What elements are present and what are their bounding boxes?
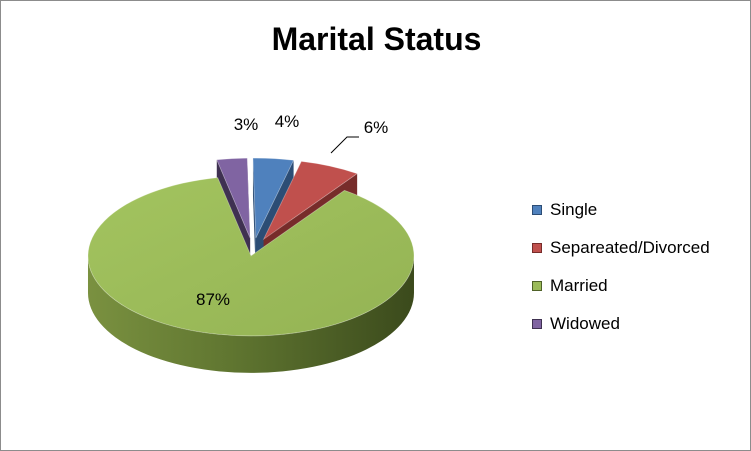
legend-item-single: Single bbox=[532, 191, 710, 229]
chart-legend: Single Separeated/Divorced Married Widow… bbox=[532, 191, 710, 343]
legend-label-single: Single bbox=[550, 200, 598, 219]
pie-slice-married bbox=[87, 177, 415, 373]
chart-title: Marital Status bbox=[271, 21, 482, 57]
pie-top-widowed bbox=[216, 157, 251, 239]
pie-top-married bbox=[87, 177, 415, 337]
legend-swatch-widowed bbox=[532, 319, 542, 329]
data-label-widowed: 3% bbox=[234, 115, 259, 134]
data-label-separated-divorced: 6% bbox=[364, 118, 389, 137]
pie-side-married bbox=[87, 255, 414, 373]
data-label-married: 87% bbox=[196, 290, 230, 309]
legend-label-separated-divorced: Separeated/Divorced bbox=[550, 238, 710, 257]
pie-top-single bbox=[252, 157, 295, 239]
pie-wall-single-0 bbox=[252, 158, 256, 276]
legend-swatch-single bbox=[532, 205, 542, 215]
legend-swatch-separated-divorced bbox=[532, 243, 542, 253]
legend-item-separated-divorced: Separeated/Divorced bbox=[532, 229, 710, 267]
leader-line-separated-divorced bbox=[330, 136, 359, 154]
legend-item-married: Married bbox=[532, 267, 710, 305]
legend-label-married: Married bbox=[550, 276, 608, 295]
legend-item-widowed: Widowed bbox=[532, 305, 710, 343]
data-label-single: 4% bbox=[275, 112, 300, 131]
pie-top-separated-divorced bbox=[262, 160, 359, 241]
legend-swatch-married bbox=[532, 281, 542, 291]
legend-label-widowed: Widowed bbox=[550, 314, 620, 333]
